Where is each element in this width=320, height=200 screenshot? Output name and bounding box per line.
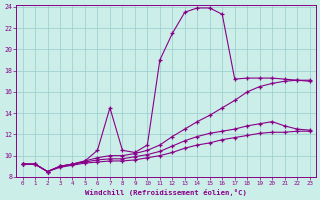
- X-axis label: Windchill (Refroidissement éolien,°C): Windchill (Refroidissement éolien,°C): [85, 189, 247, 196]
